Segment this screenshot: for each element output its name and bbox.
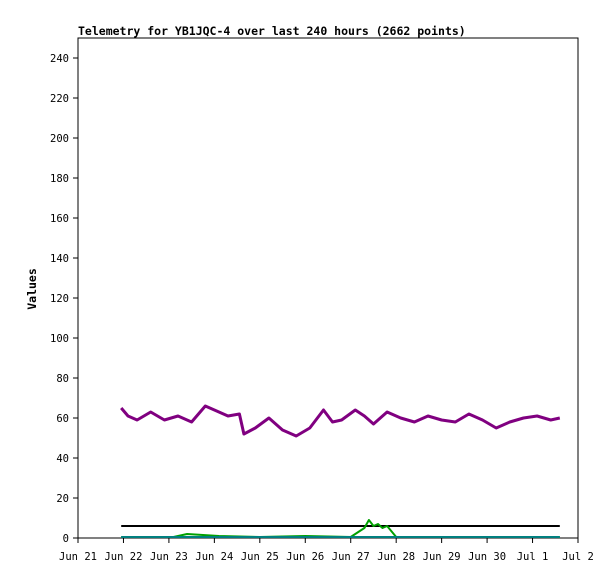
y-tick-label: 100 bbox=[50, 333, 69, 345]
y-tick-label: 200 bbox=[50, 133, 69, 145]
x-axis: Jun 21 Jun 22 Jun 23 Jun 24 Jun 25 Jun 26 Jun … bbox=[59, 538, 594, 563]
y-tick-label: 120 bbox=[50, 293, 69, 305]
y-tick-label: 240 bbox=[50, 53, 69, 65]
series-line-3 bbox=[121, 519, 560, 538]
y-tick-label: 40 bbox=[56, 453, 69, 465]
x-tick-label: Jun 27 bbox=[332, 551, 370, 563]
y-tick-label: 60 bbox=[56, 413, 69, 425]
y-tick-label: 80 bbox=[56, 373, 69, 385]
plot-area-frame bbox=[77, 37, 579, 539]
x-tick-label: Jul 1 bbox=[517, 551, 549, 563]
y-tick-label: 160 bbox=[50, 213, 69, 225]
x-tick-label: Jun 25 bbox=[241, 551, 279, 563]
y-axis: 0 20 40 60 80 100 120 140 160 180 200 220 240 bbox=[50, 53, 78, 545]
x-tick-label: Jun 21 bbox=[59, 551, 97, 563]
x-tick-label: Jun 30 bbox=[468, 551, 506, 563]
y-tick-label: 20 bbox=[56, 493, 69, 505]
x-tick-label: Jun 29 bbox=[423, 551, 461, 563]
x-tick-label: Jun 26 bbox=[286, 551, 324, 563]
x-tick-label: Jun 22 bbox=[104, 551, 142, 563]
x-tick-label: Jun 28 bbox=[377, 551, 415, 563]
series-layer bbox=[120, 404, 561, 538]
x-tick-label: Jun 24 bbox=[195, 551, 233, 563]
series-line-1 bbox=[120, 404, 561, 438]
x-tick-label: Jul 2 bbox=[562, 551, 594, 563]
y-tick-label: 180 bbox=[50, 173, 69, 185]
x-tick-label: Jun 23 bbox=[150, 551, 188, 563]
chart-title: Telemetry for YB1JQC-4 over last 240 hou… bbox=[78, 24, 466, 38]
y-tick-label: 220 bbox=[50, 93, 69, 105]
y-tick-label: 0 bbox=[63, 533, 69, 545]
y-tick-label: 140 bbox=[50, 253, 69, 265]
y-axis-label: Values bbox=[25, 268, 39, 310]
